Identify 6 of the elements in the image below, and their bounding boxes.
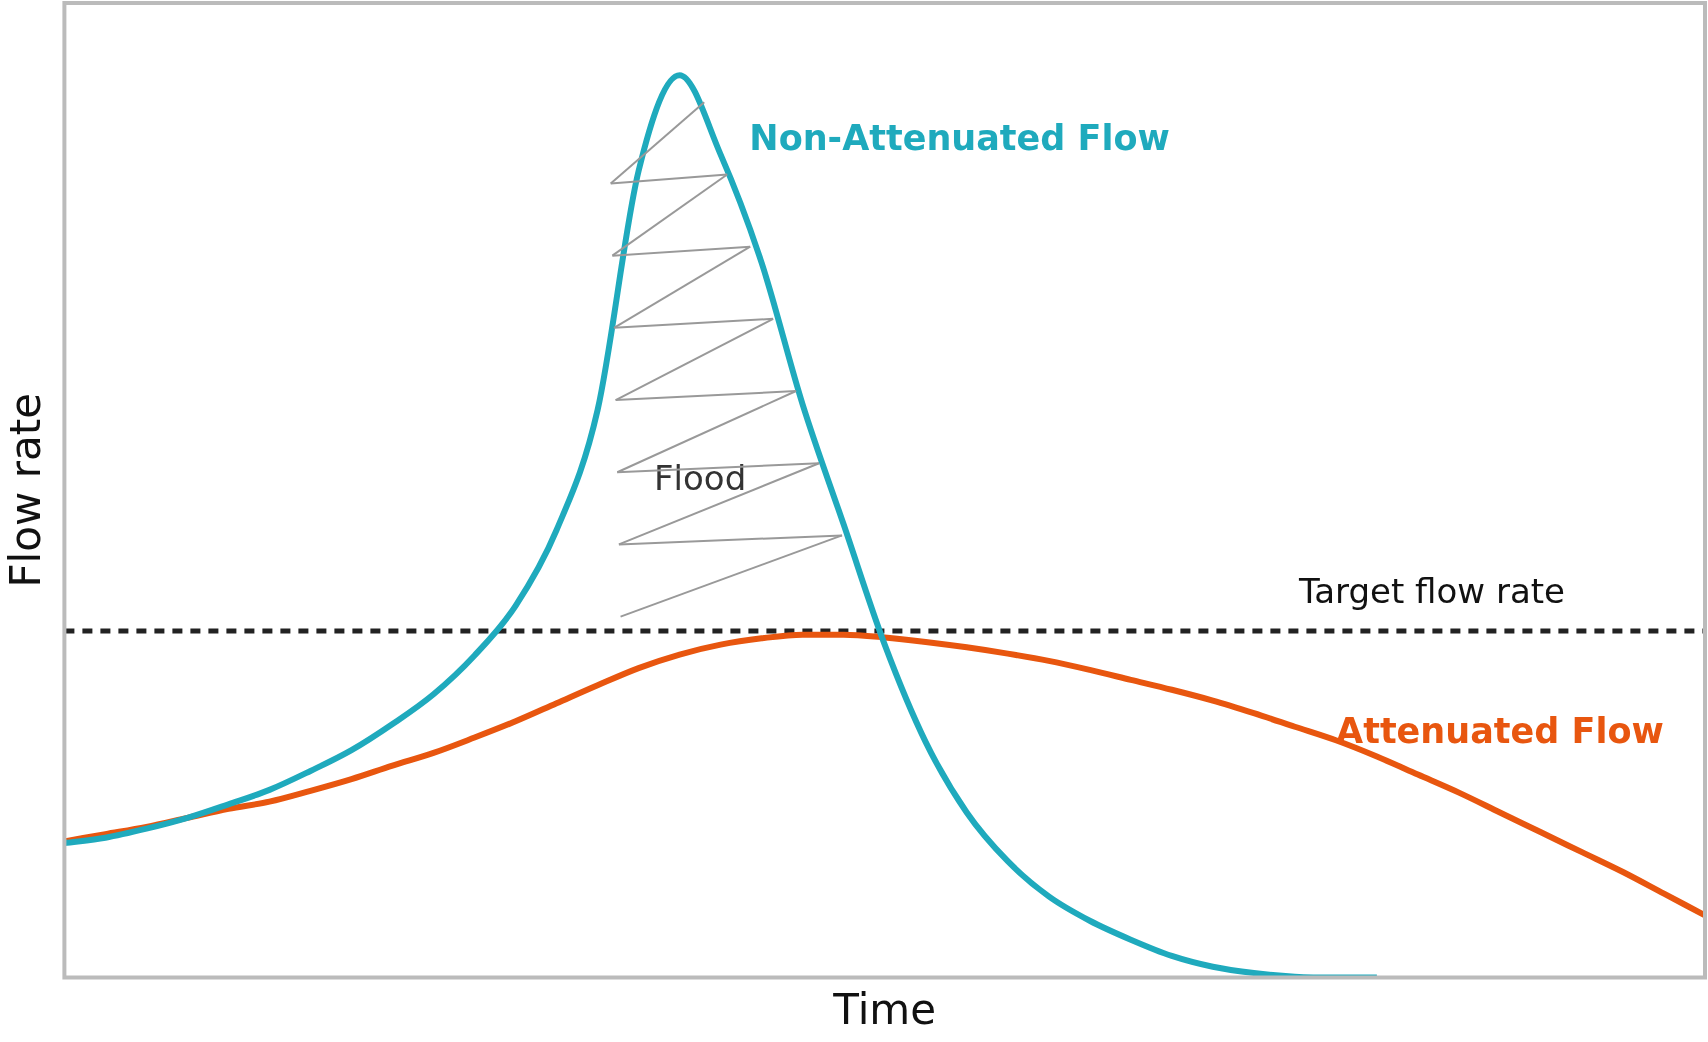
ref-line-label: Target flow rate bbox=[1298, 570, 1565, 611]
y-axis-title: Flow rate bbox=[1, 393, 51, 588]
annotation: Flood bbox=[654, 458, 747, 499]
series-label: Non-Attenuated Flow bbox=[749, 118, 1170, 159]
x-axis-title: Time bbox=[832, 984, 937, 1034]
series-label: Attenuated Flow bbox=[1336, 711, 1664, 752]
